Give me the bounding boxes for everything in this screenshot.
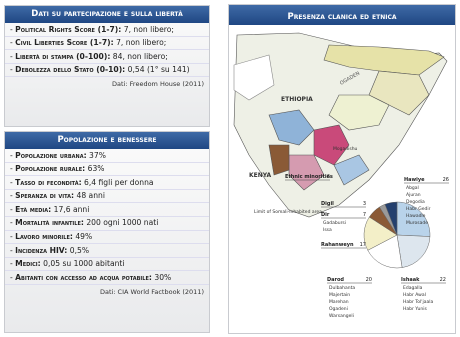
section-title: Popolazione e benessere [5,132,209,149]
item-label: Debolezza dello Stato (0-10): [15,65,126,75]
source: Dati: Freedom House (2011) [112,80,204,89]
section-title: Dati su partecipazione e sulla libertà [5,6,209,23]
item-value: 17,6 anni [53,204,90,214]
sub-clan: Marehan [329,299,349,305]
sub-clan: Abgal [406,185,419,191]
list-item: Tasso di fecondità: 6,4 figli per donna [5,176,209,190]
pie-slice [396,234,431,268]
title-bar [229,5,455,25]
pie-slice [367,234,403,269]
sub-clan: Hawadle [406,213,426,219]
item-value: 0,5% [69,245,90,255]
legend-value: 22 [440,277,446,283]
legend-name: Rahanweyn [321,242,354,248]
item-value: 0,54 (1° su 141) [127,65,190,75]
sub-clan: Issa [323,227,332,233]
legend-name: Ethnic minorities [285,174,333,180]
population-box: Popolazione e benessere Popolazione urba… [4,131,210,333]
panel-title: Presenza clanica ed etnica [287,12,396,22]
source: Dati: CIA World Factbook (2011) [99,287,204,296]
item-value: 0,05 su 1000 abitanti [43,259,125,269]
sub-clan: Habr Tol'jaala [403,299,434,305]
item-label: Età media: [15,204,52,214]
map-label: Limit of Somali-inhabited area [254,209,322,215]
legend-name: Darod [327,277,344,283]
item-label: Abitanti con accesso ad acqua potabile: [15,272,152,282]
item-label: Popolazione rurale: [15,164,86,174]
map-panel: Presenza clanica ed etnica ETHIOPIA OGAD… [228,4,456,334]
sub-clan: Warsangeli [329,313,354,319]
list-item: Popolazione rurale: 63% [5,163,209,177]
list-item: Lavoro minorile: 49% [5,231,209,245]
item-label: Speranza di vita: [15,191,75,201]
legend-name: Dir [321,212,330,218]
list-item: Political Rights Score (1-7): 7, non lib… [5,23,209,37]
item-label: Libertà di stampa (0-100): [15,51,111,61]
list-item: Incidenza HIV: 0,5% [5,244,209,258]
list-item: Età media: 17,6 anni [5,203,209,217]
item-value: 48 anni [76,191,105,201]
map [233,32,448,218]
legend-value: 20 [366,277,372,283]
list-item: Civil Liberties Score (1-7): 7, non libe… [5,37,209,51]
map-label: ETHIOPIA [281,96,313,103]
item-label: Popolazione urbana: [15,150,87,160]
item-value: 200 ogni 1000 nati [86,218,159,228]
item-label: Tasso di fecondità: [15,177,82,187]
sub-clan: Gadabursi [323,220,346,226]
list-item: Libertà di stampa (0-100): 84, non liber… [5,50,209,64]
item-value: 7, non libero; [116,38,167,48]
legend-value: 3 [363,201,366,207]
legend-value: 6 [327,174,330,180]
sub-clan: Habr Yunis [403,306,427,312]
sub-clan: Ajuran [406,192,421,198]
item-value: 49% [75,232,93,242]
item-label: Civil Liberties Score (1-7): [15,38,114,48]
item-value: 37% [89,150,106,160]
list-item: Medici: 0,05 su 1000 abitanti [5,258,209,272]
legend-name: Hawiye [404,177,425,183]
sub-clan: Habr Gedir [406,206,431,212]
legend-value: 7 [363,212,366,218]
sub-clan: Murosade [406,220,428,226]
map-figure: Presenza clanica ed etnica ETHIOPIA OGAD… [229,5,455,319]
list-item: Mortalità infantile: 200 ogni 1000 nati [5,217,209,231]
map-label: Mogadishu [333,146,358,152]
pie-slice [396,201,431,237]
item-label: Political Rights Score (1-7): [15,24,122,34]
item-label: Medici: [15,259,41,269]
sub-clan: Ogadeni [329,306,348,312]
item-value: 7, non libero; [123,24,174,34]
list-item: Popolazione urbana: 37% [5,149,209,163]
item-value: 84, non libero; [112,51,168,61]
sub-clan: Majertain [329,292,350,298]
list-item: Debolezza dello Stato (0-10): 0,54 (1° s… [5,64,209,78]
item-label: Mortalità infantile: [15,218,84,228]
item-value: 63% [87,164,105,174]
freedom-box: Dati su partecipazione e sulla libertà P… [4,5,210,127]
sub-clan: Edagalla [403,285,423,291]
sub-clan: Habr Awal [403,292,426,298]
list-item: Abitanti con accesso ad acqua potabile: … [5,271,209,285]
sub-clan: Degodia [406,199,425,205]
legend-value: 26 [443,177,449,183]
legend-name: Digil [321,201,334,207]
legend-name: Ishaak [401,277,420,283]
item-label: Lavoro minorile: [15,232,73,242]
list-item: Speranza di vita: 48 anni [5,190,209,204]
legend-value: 17 [360,242,366,248]
item-value: 6,4 figli per donna [84,177,154,187]
item-value: 30% [154,272,172,282]
map-label: KENYA [249,172,272,179]
pie-slice [384,201,398,236]
item-label: Incidenza HIV: [15,245,68,255]
sub-clan: Dulbahanta [329,285,355,291]
